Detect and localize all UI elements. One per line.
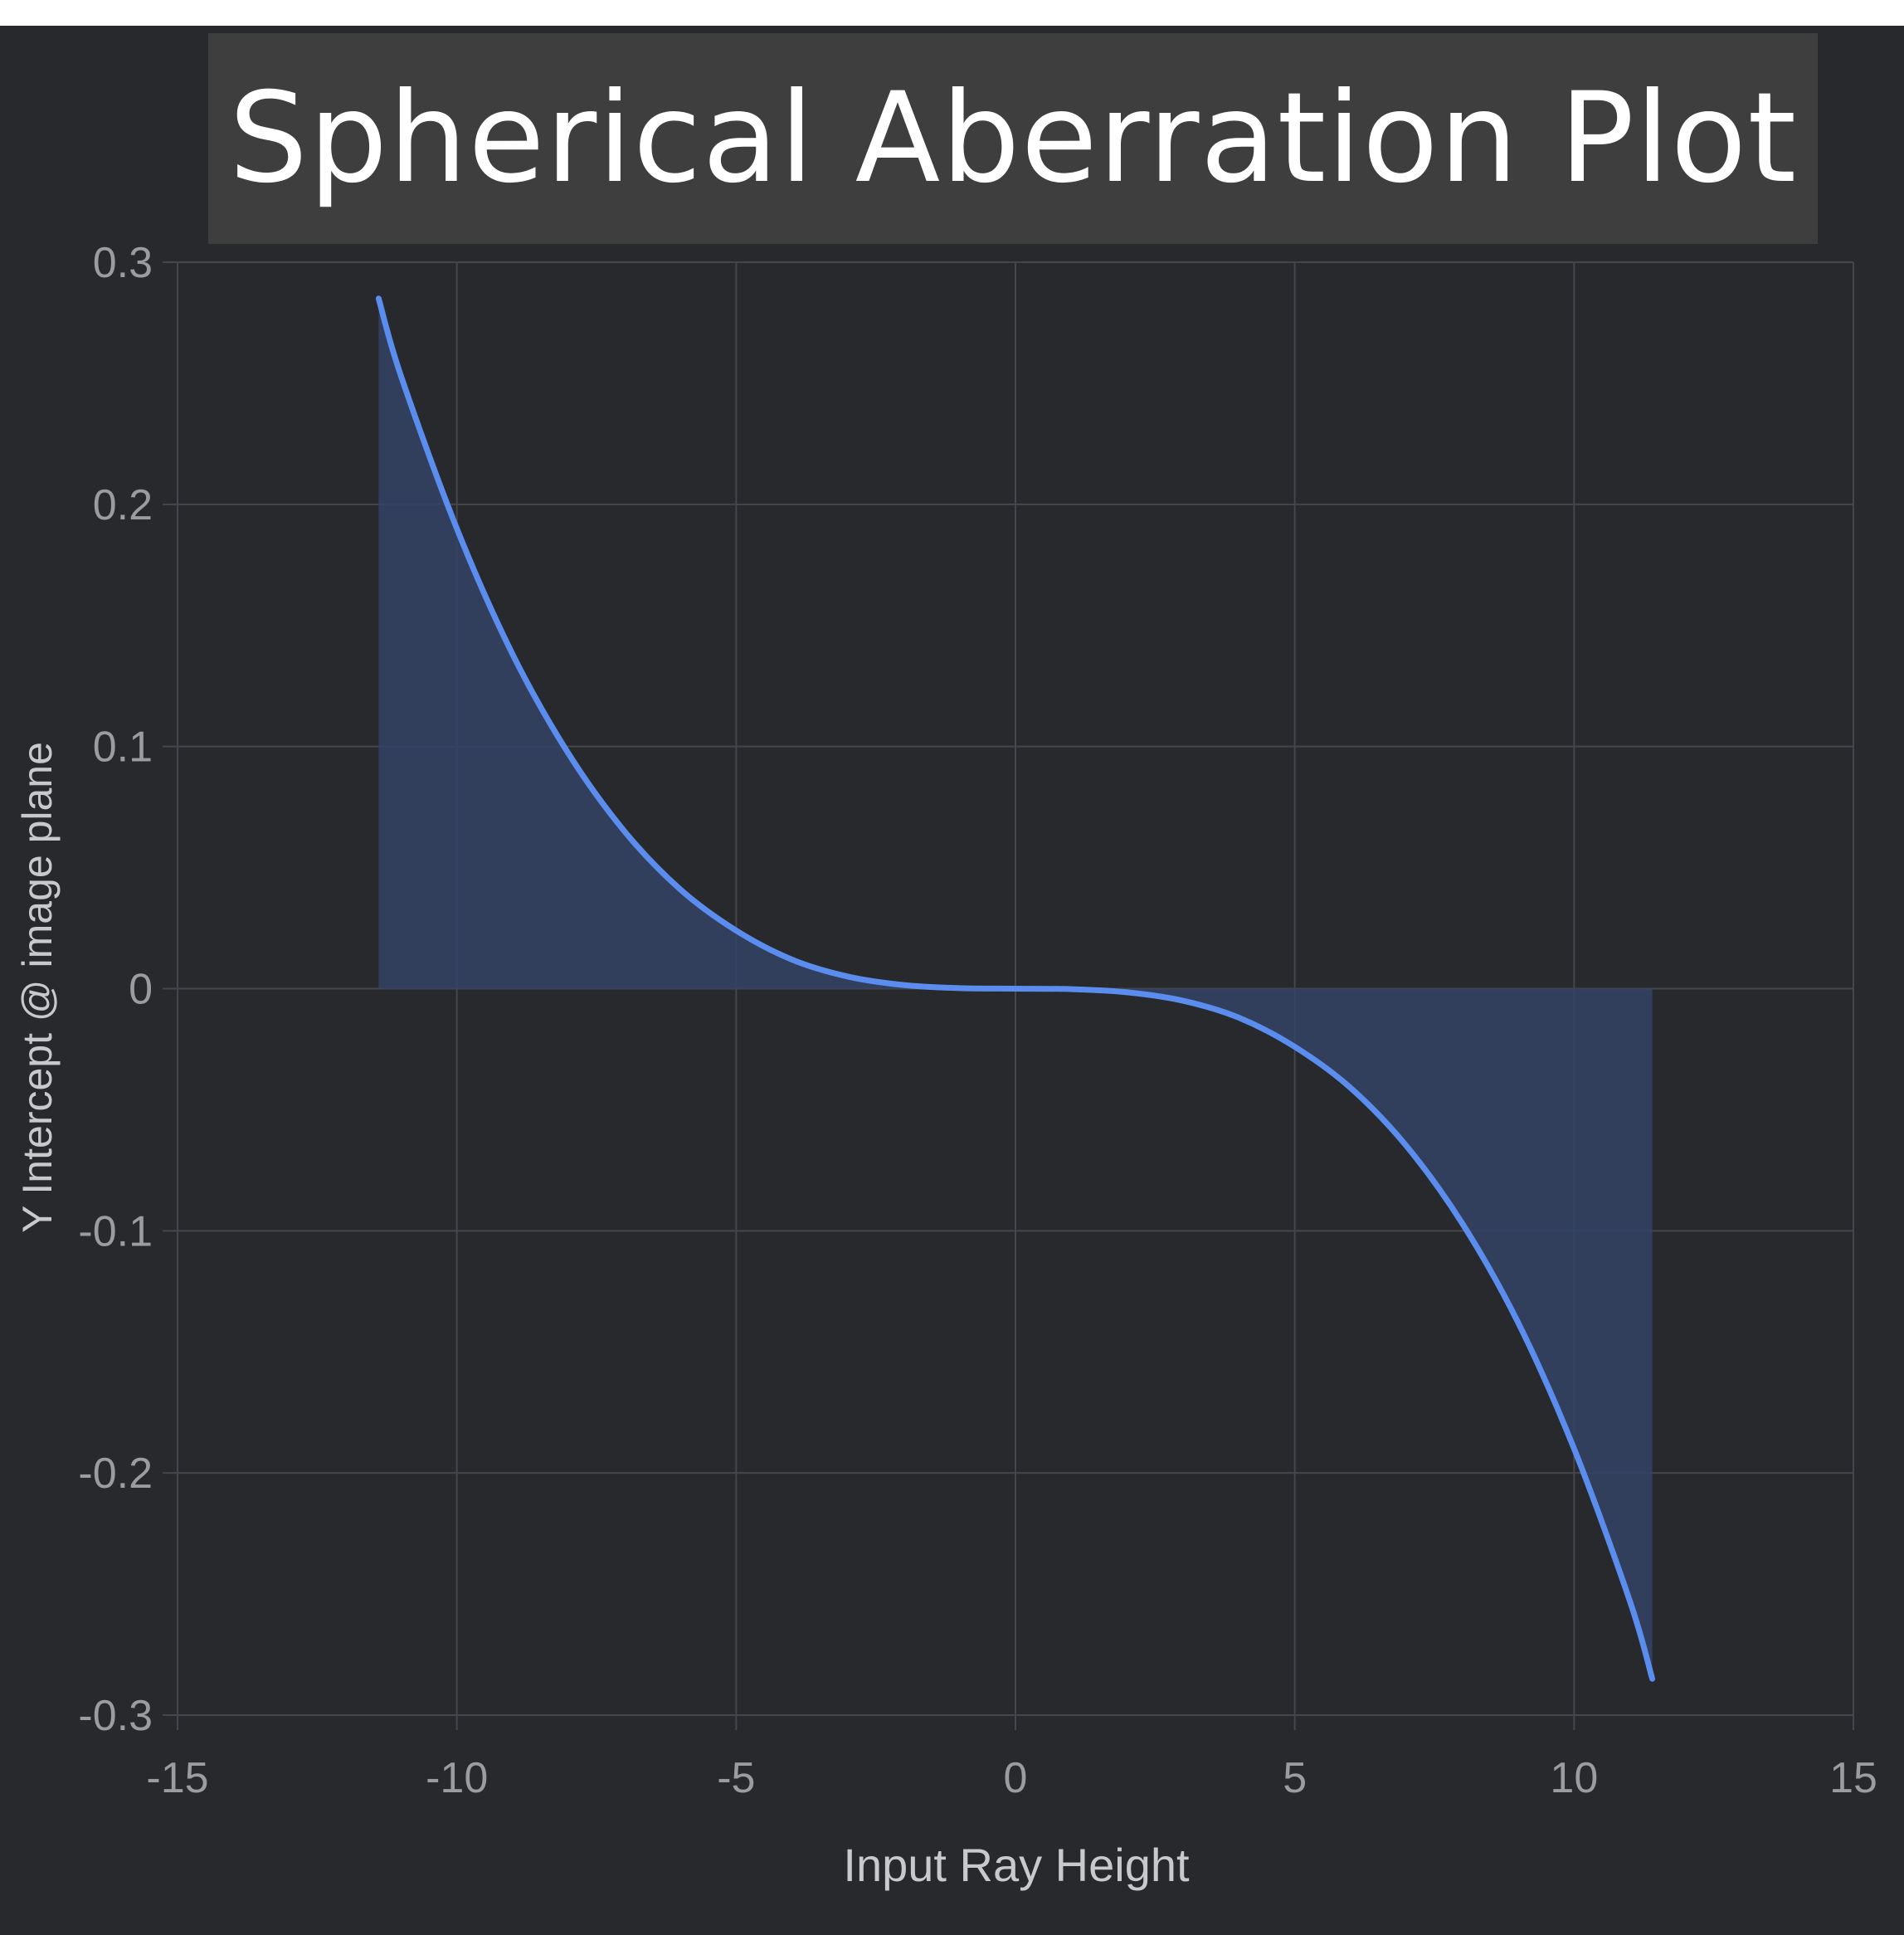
y-axis-label: Y Intercept @ image plane [14,742,61,1233]
x-tick-label: 5 [1283,1754,1307,1802]
x-tick-label: -5 [717,1754,755,1802]
y-tick-label: 0.1 [93,724,153,772]
x-tick-label: 0 [1004,1754,1028,1802]
x-tick-label: -15 [146,1754,208,1802]
x-tick-label: 10 [1550,1754,1598,1802]
y-tick-label: 0 [129,966,153,1014]
chart-title-box: Spherical Aberration Plot [208,33,1818,244]
tick-label-layer: -15 -10 -5 0 5 10 15 0.3 0.2 0.1 0 -0.1 -0.2 -0.3 [78,239,1877,1802]
x-tick-label: 15 [1829,1754,1877,1802]
y-tick-label: 0.3 [93,239,153,287]
line-layer [375,295,1656,1682]
x-axis-label: Input Ray Height [843,1839,1190,1891]
series-line [375,295,1656,1682]
y-tick-label: -0.1 [78,1207,153,1255]
y-tick-label: -0.2 [78,1450,153,1498]
chart-background [0,26,1904,1935]
x-tick-label: -10 [426,1754,488,1802]
chart-title: Spherical Aberration Plot [228,66,1798,211]
y-tick-label: -0.3 [78,1692,153,1740]
y-tick-label: 0.2 [93,481,153,529]
